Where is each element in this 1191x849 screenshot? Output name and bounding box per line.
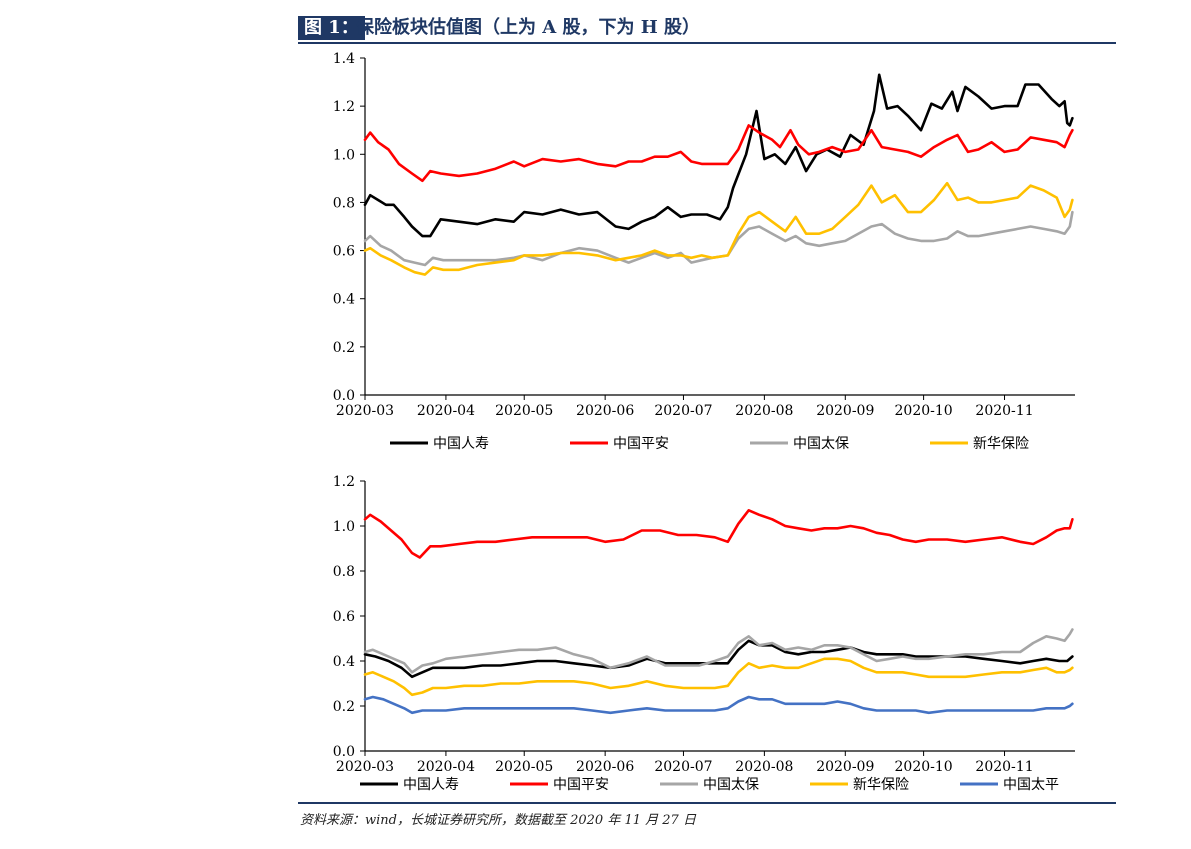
legend-label: 新华保险	[853, 777, 909, 793]
figure-title-bar: 图 1： 保险板块估值图（上为 A 股，下为 H 股）	[298, 14, 1116, 44]
y-tick-label: 0.4	[333, 292, 355, 308]
series-line	[363, 124, 1074, 183]
x-tick-label: 2020-11	[975, 403, 1033, 419]
x-tick-label: 2020-05	[495, 403, 553, 419]
series-line	[363, 73, 1074, 238]
y-tick-label: 1.2	[333, 474, 355, 490]
series-line	[363, 695, 1074, 715]
legend-label: 中国平安	[553, 777, 609, 793]
y-tick-label: 1.2	[333, 99, 355, 115]
legend-label: 中国人寿	[403, 776, 459, 793]
x-tick-label: 2020-10	[895, 403, 953, 419]
x-tick-label: 2020-08	[735, 403, 793, 419]
y-tick-label: 0.4	[333, 654, 355, 670]
y-tick-label: 0.6	[333, 609, 355, 625]
footer-rule	[298, 802, 1116, 804]
y-tick-label: 0.0	[333, 388, 355, 404]
series-line	[363, 657, 1074, 697]
source-note: 资料来源：wind，长城证券研究所，数据截至 2020 年 11 月 27 日	[300, 813, 696, 828]
legend-label: 中国太保	[793, 436, 849, 452]
legend: 中国人寿 中国平安 中国太保 新华保险	[390, 435, 1029, 452]
figure-label: 图 1：	[298, 16, 365, 40]
x-tick-label: 2020-06	[576, 759, 634, 775]
series-line	[363, 210, 1074, 267]
series-line	[363, 509, 1074, 559]
y-tick-label: 1.0	[333, 519, 355, 535]
y-tick-label: 0.0	[333, 744, 355, 760]
x-tick-label: 2020-04	[417, 403, 475, 419]
x-tick-label: 2020-07	[654, 403, 712, 419]
x-tick-label: 2020-03	[336, 759, 394, 775]
x-tick-label: 2020-09	[816, 759, 874, 775]
series-line	[363, 628, 1074, 674]
legend: 中国人寿 中国平安 中国太保 新华保险 中国太平	[360, 776, 1059, 793]
chart-a-share: 0.0 0.2 0.4 0.6 0.8 1.0 1.2 1.4 2020-03 2020-04 20…	[333, 51, 1075, 452]
x-tick-label: 2020-11	[975, 759, 1033, 775]
legend-label: 中国平安	[613, 436, 669, 452]
x-tick-label: 2020-04	[417, 759, 475, 775]
legend-label: 中国太平	[1003, 777, 1059, 793]
chart-h-share: 0.0 0.2 0.4 0.6 0.8 1.0 1.2 2020-03 2020-04 2020-…	[333, 474, 1075, 793]
y-tick-label: 0.8	[333, 195, 355, 211]
series-line	[363, 639, 1074, 679]
series-line	[363, 181, 1074, 276]
figure-title: 保险板块估值图（上为 A 股，下为 H 股）	[356, 17, 701, 38]
y-tick-label: 0.2	[333, 340, 355, 356]
x-tick-label: 2020-03	[336, 403, 394, 419]
legend-label: 中国太保	[703, 777, 759, 793]
y-tick-label: 0.8	[333, 564, 355, 580]
legend-label: 中国人寿	[433, 435, 489, 452]
y-tick-label: 0.2	[333, 699, 355, 715]
x-tick-label: 2020-05	[495, 759, 553, 775]
x-tick-label: 2020-07	[654, 759, 712, 775]
x-tick-label: 2020-10	[895, 759, 953, 775]
y-tick-label: 1.4	[333, 51, 355, 67]
x-tick-label: 2020-06	[576, 403, 634, 419]
x-tick-label: 2020-09	[816, 403, 874, 419]
legend-label: 新华保险	[973, 436, 1029, 452]
y-tick-label: 0.6	[333, 244, 355, 260]
x-tick-label: 2020-08	[735, 759, 793, 775]
y-tick-label: 1.0	[333, 147, 355, 163]
